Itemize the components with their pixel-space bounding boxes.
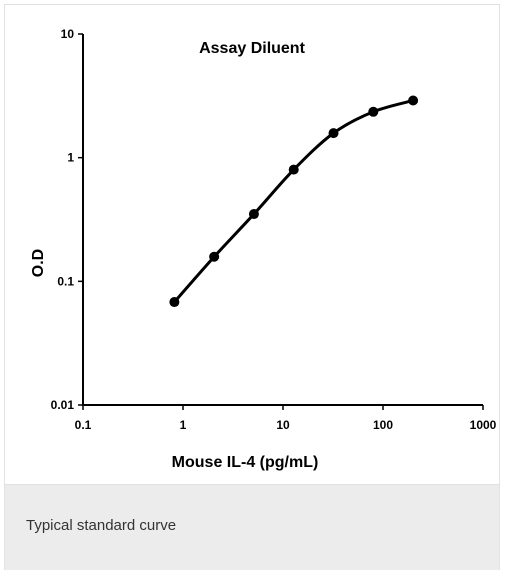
chart-figure: Assay Diluent O.D Mouse IL-4 (pg/mL) 0.1… xyxy=(5,5,499,484)
y-axis-label: O.D xyxy=(30,249,47,277)
data-point xyxy=(408,95,419,106)
data-point xyxy=(169,297,180,308)
y-tick-label: 0.1 xyxy=(57,274,74,288)
standard-curve-line xyxy=(173,99,414,304)
data-point xyxy=(209,251,220,262)
x-axis-label: Mouse IL-4 (pg/mL) xyxy=(172,454,319,471)
x-tick-label: 1 xyxy=(180,418,187,432)
y-tick-label: 10 xyxy=(61,27,75,41)
x-tick-label: 10 xyxy=(276,418,290,432)
x-tick-label: 1000 xyxy=(470,418,497,432)
data-point xyxy=(288,164,299,175)
standard-curve-chart: Assay Diluent O.D Mouse IL-4 (pg/mL) 0.1… xyxy=(30,27,497,471)
data-point xyxy=(328,128,339,139)
data-point xyxy=(248,209,259,220)
curve-layer xyxy=(173,99,414,304)
chart-card: Assay Diluent O.D Mouse IL-4 (pg/mL) 0.1… xyxy=(4,4,500,570)
y-tick-label: 0.01 xyxy=(51,398,75,412)
x-tick-label: 100 xyxy=(373,418,393,432)
points-layer xyxy=(169,95,419,308)
y-tick-label: 1 xyxy=(67,151,74,165)
figure-caption: Typical standard curve xyxy=(26,517,177,534)
data-point xyxy=(368,106,379,117)
chart-title: Assay Diluent xyxy=(199,40,305,57)
caption-band: Typical standard curve xyxy=(5,484,499,570)
x-tick-label: 0.1 xyxy=(75,418,92,432)
